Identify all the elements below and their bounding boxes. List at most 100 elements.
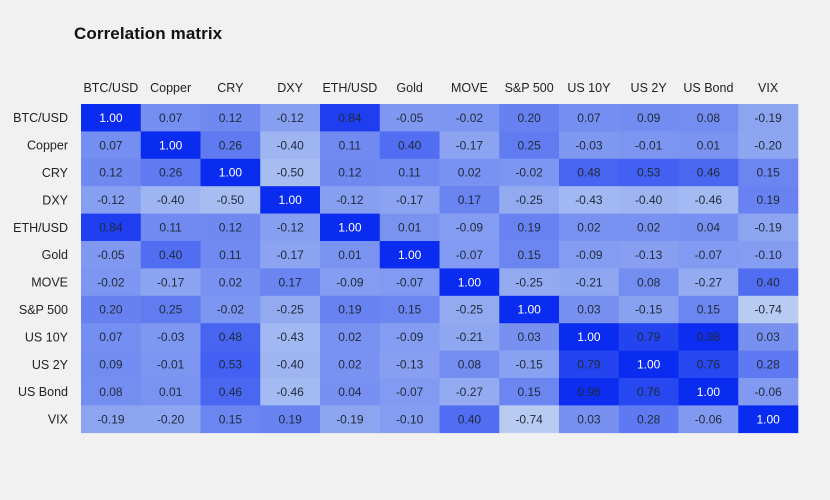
cell-value-label: 0.15: [756, 166, 780, 180]
row-label-dxy: DXY: [42, 193, 68, 207]
heatmap-cell-us-10y-us-2y: [618, 323, 679, 351]
heatmap-cell-us-10y-move: [439, 323, 500, 351]
cell-value-label: -0.46: [276, 385, 304, 399]
cell-value-label: -0.07: [456, 248, 484, 262]
column-label-eth-usd: ETH/USD: [322, 81, 377, 95]
cell-value-label: -0.06: [754, 385, 782, 399]
heatmap-cell-cry-dxy: [260, 158, 321, 187]
heatmap-cell-sandp-500-us-10y: [559, 295, 620, 324]
heatmap-cell-dxy-move: [439, 186, 500, 214]
cell-value-label: -0.74: [754, 303, 782, 317]
cell-value-label: -0.13: [635, 248, 663, 262]
cell-value-label: 0.12: [219, 221, 243, 235]
column-label-us-2y: US 2Y: [631, 81, 668, 95]
heatmap-cell-btc-usd-us-2y: [618, 104, 679, 132]
heatmap-cell-sandp-500-copper: [140, 295, 201, 324]
cell-value-label: 0.40: [159, 248, 183, 262]
heatmap-cell-gold-eth-usd: [320, 241, 381, 269]
cell-value-label: 0.12: [99, 166, 123, 180]
cell-value-label: 0.17: [278, 275, 302, 289]
cell-value-label: -0.19: [754, 111, 782, 125]
cell-value-label: 0.01: [159, 385, 183, 399]
heatmap-cell-vix-gold: [379, 405, 440, 434]
heatmap-cell-copper-us-2y: [618, 131, 679, 160]
cell-value-label: 0.48: [219, 330, 243, 344]
heatmap-cell-sandp-500-btc-usd: [81, 295, 142, 324]
cell-value-label: -0.09: [575, 248, 603, 262]
cell-value-label: 0.17: [458, 193, 482, 207]
heatmap-cell-cry-gold: [379, 158, 440, 187]
heatmap-cell-us-bond-us-bond: [678, 378, 739, 406]
cell-value-label: -0.27: [456, 385, 484, 399]
heatmap-cell-eth-usd-copper: [140, 213, 201, 242]
heatmap-cell-us-bond-gold: [379, 378, 440, 406]
cell-value-label: -0.15: [515, 358, 543, 372]
cell-value-label: -0.17: [396, 193, 424, 207]
cell-value-label: 0.07: [99, 330, 123, 344]
heatmap-cell-vix-us-bond: [678, 405, 739, 434]
cell-value-label: 0.02: [338, 358, 362, 372]
cell-value-label: -0.01: [635, 138, 663, 152]
heatmap-cell-copper-cry: [200, 131, 261, 160]
row-label-copper: Copper: [27, 139, 68, 153]
cell-value-label: -0.05: [396, 111, 424, 125]
cell-value-label: 0.26: [159, 166, 183, 180]
cell-value-label: 0.19: [517, 221, 541, 235]
heatmap-cell-sandp-500-move: [439, 295, 500, 324]
heatmap-cell-vix-us-10y: [559, 405, 620, 434]
cell-value-label: -0.07: [396, 275, 424, 289]
cell-value-label: -0.07: [695, 248, 723, 262]
cell-value-label: -0.07: [396, 385, 424, 399]
heatmap-cell-sandp-500-us-bond: [678, 295, 739, 324]
column-label-us-bond: US Bond: [683, 81, 733, 95]
heatmap-cell-btc-usd-eth-usd: [320, 104, 381, 132]
heatmap-cell-btc-usd-move: [439, 104, 500, 132]
cell-value-label: -0.50: [276, 166, 304, 180]
column-label-sandp-500: S&P 500: [505, 81, 554, 95]
cell-value-label: 0.03: [756, 330, 780, 344]
heatmap-cell-us-2y-cry: [200, 350, 261, 379]
cell-value-label: 0.28: [637, 412, 661, 426]
column-label-btc-usd: BTC/USD: [83, 81, 138, 95]
heatmap-cell-dxy-sandp-500: [499, 186, 560, 214]
heatmap-cell-us-2y-gold: [379, 350, 440, 379]
cell-value-label: -0.05: [97, 248, 125, 262]
heatmap-cell-copper-move: [439, 131, 500, 160]
cell-value-label: -0.02: [97, 275, 125, 289]
cell-value-label: -0.43: [575, 193, 603, 207]
heatmap-cell-sandp-500-vix: [738, 295, 799, 324]
heatmap-cell-btc-usd-vix: [738, 104, 799, 132]
heatmap-cell-dxy-vix: [738, 186, 799, 214]
row-label-us-bond: US Bond: [18, 385, 68, 399]
heatmap-cell-eth-usd-us-10y: [559, 213, 620, 242]
cell-value-label: 0.07: [159, 111, 183, 125]
heatmap-cell-us-10y-copper: [140, 323, 201, 351]
heatmap-cell-us-2y-us-10y: [559, 350, 620, 379]
heatmap-cell-us-2y-sandp-500: [499, 350, 560, 379]
cell-value-label: 1.00: [577, 330, 601, 344]
heatmap-cell-us-2y-eth-usd: [320, 350, 381, 379]
heatmap-cell-copper-us-10y: [559, 131, 620, 160]
cell-value-label: 0.84: [338, 111, 362, 125]
heatmap-cell-gold-us-bond: [678, 241, 739, 269]
cell-value-label: 0.03: [517, 330, 541, 344]
column-label-dxy: DXY: [277, 81, 303, 95]
heatmap-cell-copper-dxy: [260, 131, 321, 160]
cell-value-label: -0.12: [276, 111, 304, 125]
heatmap-cell-us-bond-sandp-500: [499, 378, 560, 406]
cell-value-label: 0.02: [458, 166, 482, 180]
cell-value-label: -0.40: [276, 358, 304, 372]
heatmap-cell-move-copper: [140, 268, 201, 297]
heatmap-cell-eth-usd-gold: [379, 213, 440, 242]
cell-value-label: -0.20: [754, 138, 782, 152]
heatmap-cell-move-us-2y: [618, 268, 679, 297]
heatmap-cell-vix-cry: [200, 405, 261, 434]
cell-value-label: -0.10: [396, 412, 424, 426]
cell-value-label: 0.76: [637, 385, 661, 399]
heatmap-cell-vix-move: [439, 405, 500, 434]
cell-value-label: 0.15: [697, 303, 721, 317]
cell-value-label: 0.48: [577, 166, 601, 180]
heatmap-cell-btc-usd-copper: [140, 104, 201, 132]
heatmap-cell-cry-btc-usd: [81, 158, 142, 187]
